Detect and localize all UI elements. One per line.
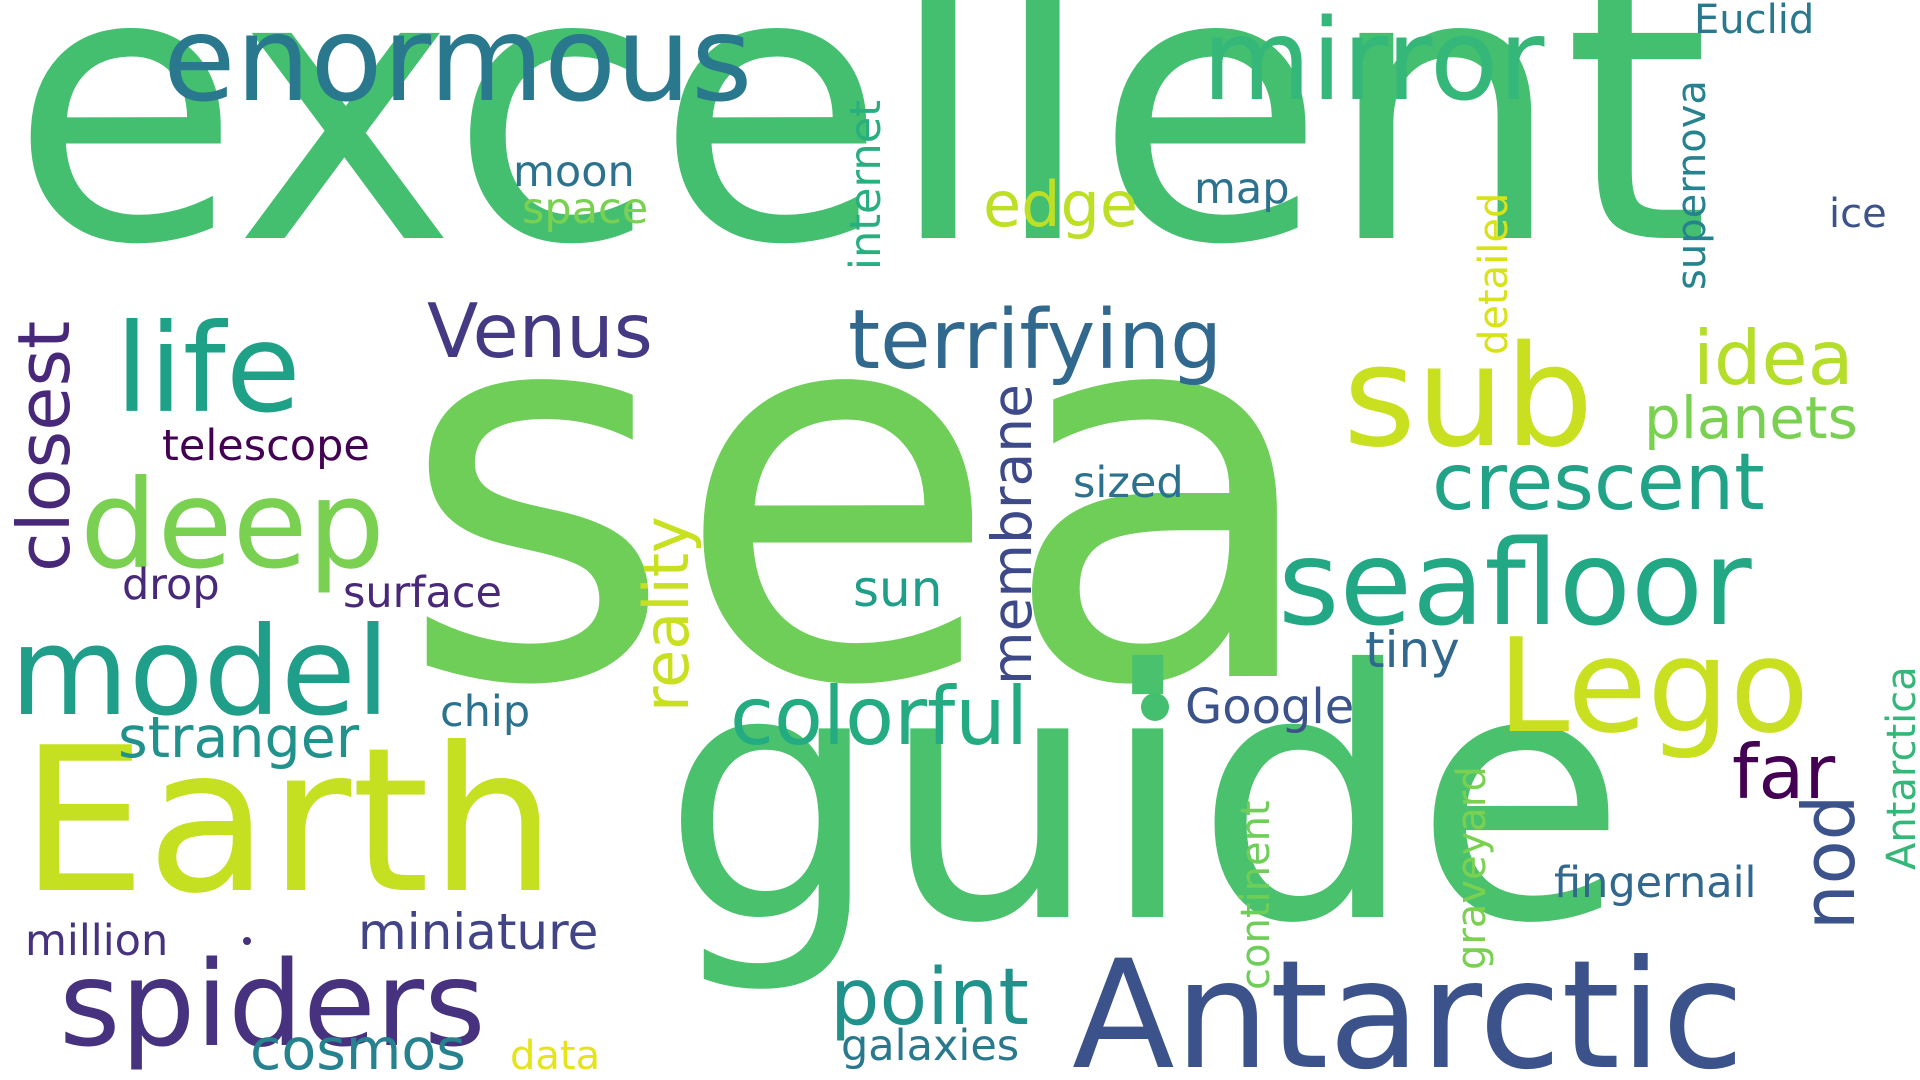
word-miniature: miniature bbox=[358, 903, 599, 961]
word-moon: moon bbox=[513, 147, 635, 197]
word-antarctica: Antarctica bbox=[1879, 666, 1920, 870]
word-google: Google bbox=[1185, 679, 1355, 735]
word-surface: surface bbox=[343, 568, 502, 618]
word-closest: closest bbox=[2, 320, 86, 572]
dot-shape bbox=[1141, 693, 1169, 721]
word-life: life bbox=[115, 298, 301, 440]
word-model: model bbox=[10, 601, 390, 743]
word-ice: ice bbox=[1829, 191, 1887, 237]
word-fingernail: fingernail bbox=[1554, 858, 1757, 908]
word-detailed: detailed bbox=[1471, 192, 1517, 355]
word-sub: sub bbox=[1343, 316, 1594, 479]
word-idea: idea bbox=[1693, 314, 1854, 402]
word-earth: Earth bbox=[20, 705, 557, 938]
word-million: million bbox=[25, 916, 169, 966]
word-colorful: colorful bbox=[730, 670, 1029, 763]
word-data: data bbox=[510, 1033, 601, 1079]
word-internet: internet bbox=[841, 99, 891, 270]
word-crescent: crescent bbox=[1432, 438, 1765, 528]
dot-shape bbox=[243, 937, 251, 945]
word-enormous: enormous bbox=[163, 0, 753, 128]
word-telescope: telescope bbox=[162, 421, 370, 471]
word-space: space bbox=[522, 184, 649, 234]
word-drop: drop bbox=[122, 560, 220, 610]
word-terrifying: terrifying bbox=[848, 293, 1223, 388]
word-seafloor: seafloor bbox=[1278, 514, 1752, 652]
word-antarctic: Antarctic bbox=[1072, 929, 1745, 1080]
word-lego: Lego bbox=[1497, 610, 1810, 762]
word-membrane: membrane bbox=[980, 384, 1044, 685]
word-graveyard: graveyard bbox=[1449, 766, 1495, 970]
word-venus: Venus bbox=[427, 287, 653, 375]
word-cosmos: cosmos bbox=[250, 1017, 467, 1080]
word-spiders: spiders bbox=[59, 935, 486, 1073]
word-sun: sun bbox=[853, 560, 943, 618]
word-far: far bbox=[1732, 728, 1836, 816]
word-euclid: Euclid bbox=[1694, 0, 1815, 43]
word-chip: chip bbox=[440, 687, 531, 737]
word-point: point bbox=[830, 953, 1029, 1043]
word-supernova: supernova bbox=[1669, 80, 1715, 290]
word-planets: planets bbox=[1644, 384, 1858, 452]
word-deep: deep bbox=[80, 454, 385, 596]
word-tiny: tiny bbox=[1365, 621, 1460, 679]
word-edge: edge bbox=[983, 168, 1138, 241]
word-sized: sized bbox=[1073, 458, 1184, 508]
word-excellent: excellent bbox=[10, 0, 1711, 327]
word-sea: sea bbox=[398, 184, 1325, 801]
word-continent: continent bbox=[1233, 800, 1279, 990]
word-stranger: stranger bbox=[118, 705, 360, 771]
word-nod: nod bbox=[1787, 794, 1871, 930]
word-galaxies: galaxies bbox=[841, 1021, 1020, 1071]
word-mirror: mirror bbox=[1202, 0, 1545, 126]
word-guide: guide bbox=[662, 598, 1627, 999]
word-reality: reality bbox=[630, 516, 703, 712]
word-map: map bbox=[1194, 164, 1290, 214]
